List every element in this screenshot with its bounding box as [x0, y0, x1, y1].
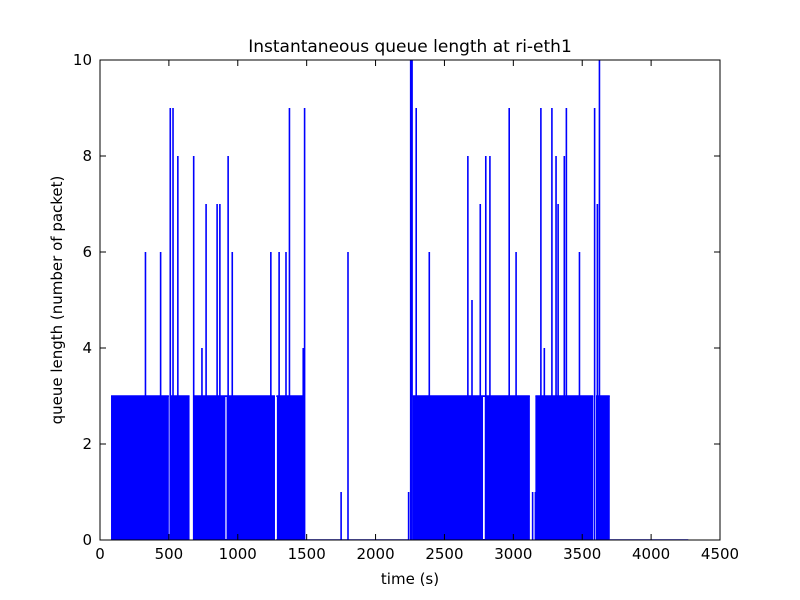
y-tick-label-1: 2: [82, 435, 92, 453]
x-tick-label-5: 2500: [425, 545, 463, 563]
band-gap-7: [483, 397, 485, 539]
data-layer: [111, 60, 689, 540]
y-tick-label-5: 10: [73, 51, 92, 69]
y-axis-label: queue length (number of packet): [48, 176, 66, 425]
x-tick-label-9: 4500: [701, 545, 739, 563]
y-tick-label-0: 0: [82, 531, 92, 549]
x-tick-label-2: 1000: [219, 545, 257, 563]
x-tick-label-3: 1500: [288, 545, 326, 563]
y-tick-label-2: 4: [82, 339, 92, 357]
y-tick-label-4: 8: [82, 147, 92, 165]
x-tick-label-8: 4000: [632, 545, 670, 563]
band-gap-5: [225, 397, 227, 539]
x-tick-label-6: 3000: [494, 545, 532, 563]
y-axis: 0 2 4 6 8 10: [73, 51, 720, 549]
band-gap-6: [275, 397, 277, 539]
chart-title: Instantaneous queue length at ri-eth1: [248, 37, 572, 57]
y-tick-label-3: 6: [82, 243, 92, 261]
x-tick-label-1: 500: [155, 545, 184, 563]
band-gap-2: [190, 397, 192, 539]
x-axis: 0 500 1000 1500 2000 2500 3000 3500 4000 4500: [95, 60, 739, 563]
active-band-2: [193, 396, 275, 540]
x-tick-label-0: 0: [95, 545, 105, 563]
x-axis-label: time (s): [381, 570, 439, 588]
band-gap-9: [530, 397, 532, 539]
plot-frame: [99, 59, 721, 541]
band-gap-3: [191, 397, 193, 539]
plot-area: [111, 60, 689, 540]
active-band-0: [111, 396, 169, 540]
x-tick-label-7: 3500: [563, 545, 601, 563]
active-band-1: [170, 396, 190, 540]
x-tick-label-4: 2000: [356, 545, 394, 563]
band-gap-10: [531, 397, 534, 539]
